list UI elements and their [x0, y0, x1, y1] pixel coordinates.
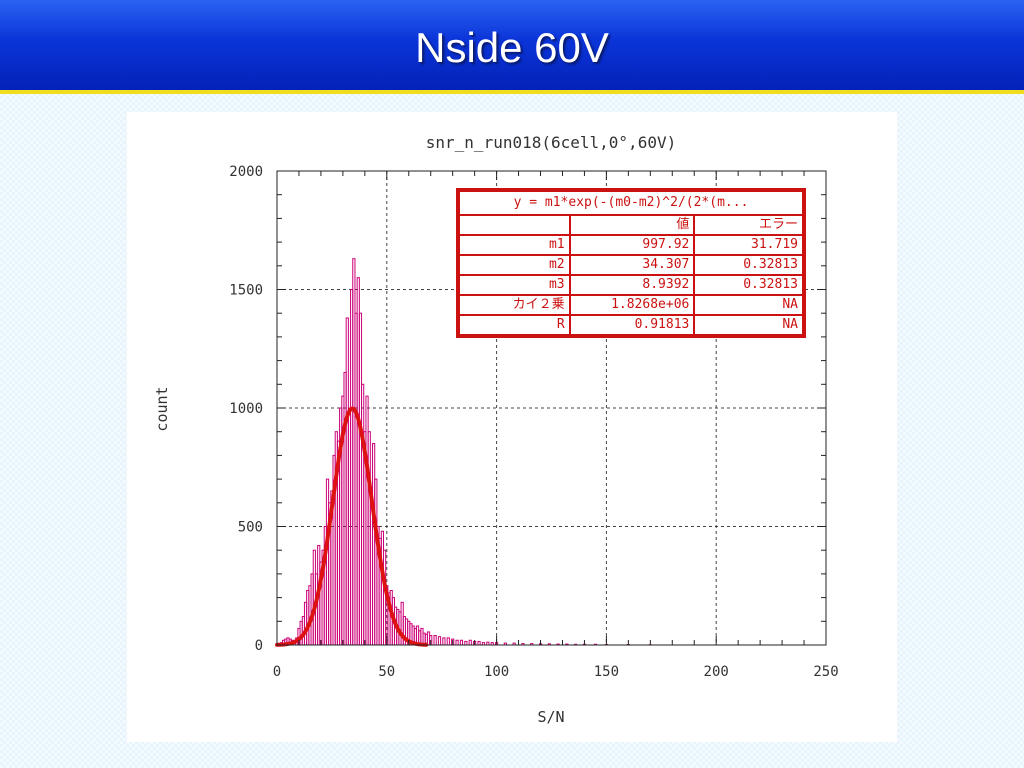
fit-row-chi2: カイ２乗 1.8268e+06 NA — [459, 295, 803, 315]
y-tick-label: 0 — [255, 638, 263, 654]
x-tick-labels: 0 50 100 150 200 250 — [273, 664, 839, 680]
fit-row-m3: m3 8.9392 0.32813 — [459, 275, 803, 295]
fit-param-value: 8.9392 — [569, 275, 695, 295]
fit-row-r: R 0.91813 NA — [459, 315, 803, 335]
tick-marks — [276, 170, 827, 646]
histogram-bar — [446, 637, 450, 646]
histogram-bar — [455, 639, 459, 646]
fit-param-error: NA — [694, 295, 803, 315]
x-tick-label: 50 — [378, 664, 395, 680]
x-tick-label: 100 — [484, 664, 509, 680]
y-tick-label: 1500 — [229, 283, 263, 299]
fit-header-row: 値 エラー — [459, 215, 803, 235]
histogram-bar — [437, 636, 442, 646]
slide-title: Nside 60V — [415, 24, 609, 71]
fit-formula: y = m1*exp(-(m0-m2)^2/(2*(m... — [459, 191, 803, 215]
fit-header-value: 値 — [569, 215, 695, 235]
histogram-bar — [459, 639, 464, 646]
histogram-bar — [464, 640, 468, 646]
fit-param-name: カイ２乗 — [459, 295, 570, 315]
fit-param-error: 31.719 — [694, 235, 803, 255]
x-tick-label: 150 — [594, 664, 619, 680]
fit-param-name: m1 — [459, 235, 570, 255]
fit-param-error: NA — [694, 315, 803, 335]
y-tick-label: 2000 — [229, 164, 263, 180]
x-tick-label: 250 — [813, 664, 838, 680]
y-axis-label: count — [153, 386, 171, 431]
fit-param-error: 0.32813 — [694, 255, 803, 275]
fit-row-m2: m2 34.307 0.32813 — [459, 255, 803, 275]
fit-formula-row: y = m1*exp(-(m0-m2)^2/(2*(m... — [459, 191, 803, 215]
fit-results-table: y = m1*exp(-(m0-m2)^2/(2*(m... 値 エラー m1 … — [456, 188, 806, 338]
fit-param-value: 997.92 — [569, 235, 695, 255]
fit-param-name: R — [459, 315, 570, 335]
histogram-bar — [468, 639, 472, 646]
y-tick-label: 500 — [238, 520, 263, 536]
x-axis-label: S/N — [537, 708, 564, 726]
chart-title: snr_n_run018(6cell,0°,60V) — [426, 133, 676, 152]
histogram-bar — [477, 640, 481, 646]
gaussian-fit-curve — [275, 406, 429, 647]
x-tick-label: 200 — [704, 664, 729, 680]
x-tick-label: 0 — [273, 664, 281, 680]
y-tick-label: 1000 — [229, 401, 263, 417]
fit-param-value: 1.8268e+06 — [569, 295, 695, 315]
y-tick-labels: 0 500 1000 1500 2000 — [229, 164, 263, 654]
fit-param-value: 0.91813 — [569, 315, 695, 335]
fit-row-m1: m1 997.92 31.719 — [459, 235, 803, 255]
fit-param-error: 0.32813 — [694, 275, 803, 295]
fit-header-error: エラー — [694, 215, 803, 235]
slide-header: Nside 60V — [0, 0, 1024, 94]
fit-param-name: m3 — [459, 275, 570, 295]
fit-header-param — [459, 215, 570, 235]
fit-curve-layer — [275, 406, 429, 647]
histogram-bar — [442, 637, 446, 646]
fit-param-value: 34.307 — [569, 255, 695, 275]
histogram-bar — [433, 635, 437, 646]
chart-panel: snr_n_run018(6cell,0°,60V) 0 50 100 150 200 2… — [127, 112, 897, 742]
fit-param-name: m2 — [459, 255, 570, 275]
chart: snr_n_run018(6cell,0°,60V) 0 50 100 150 200 2… — [153, 133, 839, 726]
